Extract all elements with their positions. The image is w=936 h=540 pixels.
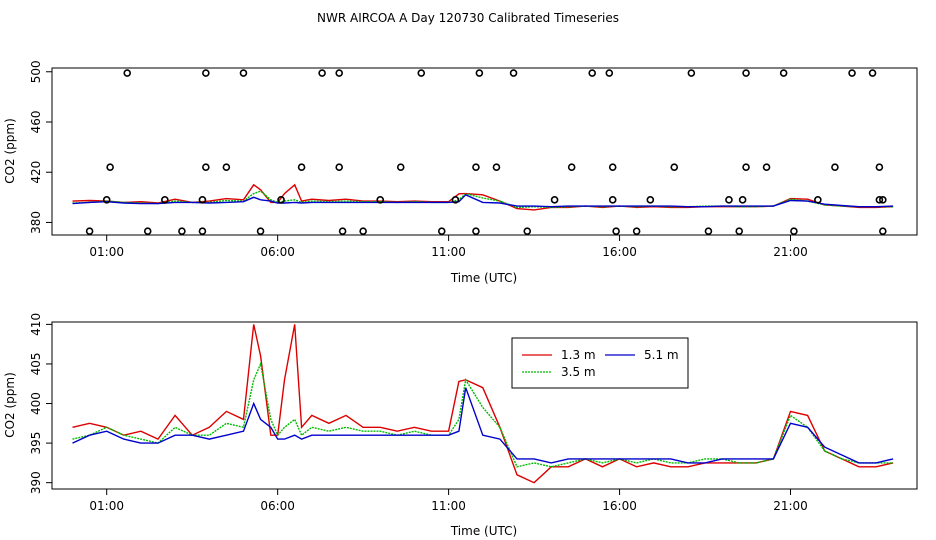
calibration-point bbox=[632, 227, 641, 236]
calibration-point bbox=[875, 196, 884, 204]
bottom-series-line-51m bbox=[72, 387, 894, 464]
bottom-x-tick-label: 06:00 bbox=[260, 499, 295, 513]
bottom-y-tick-label: 410 bbox=[29, 313, 43, 336]
calibration-point bbox=[198, 196, 207, 204]
bottom-x-tick-label: 11:00 bbox=[431, 499, 466, 513]
calibration-point bbox=[735, 227, 744, 236]
calibration-point bbox=[239, 69, 248, 77]
bottom-y-axis-label: CO2 (ppm) bbox=[3, 372, 17, 438]
top-plot-frame bbox=[51, 67, 918, 236]
calibration-point bbox=[868, 69, 877, 77]
calibration-point bbox=[612, 227, 620, 236]
top-y-tick-label: 380 bbox=[29, 211, 43, 234]
bottom-x-tick-label: 01:00 bbox=[89, 499, 124, 513]
calibration-point bbox=[738, 196, 747, 204]
calibration-point bbox=[704, 227, 713, 236]
calibration-point bbox=[161, 196, 169, 204]
calibration-point bbox=[335, 163, 343, 171]
calibration-point bbox=[396, 163, 405, 171]
top-x-tick-label: 11:00 bbox=[431, 245, 466, 259]
calibration-point bbox=[417, 69, 426, 77]
top-series-line-35m bbox=[72, 190, 894, 209]
bottom-x-axis-label: Time (UTC) bbox=[450, 524, 517, 538]
calibration-point bbox=[123, 69, 132, 77]
calibration-point bbox=[725, 196, 733, 204]
calibration-point bbox=[670, 163, 679, 171]
top-x-tick-label: 01:00 bbox=[89, 245, 124, 259]
top-y-axis-label: CO2 (ppm) bbox=[3, 118, 17, 184]
calibration-point bbox=[608, 196, 617, 204]
bottom-y-tick-label: 405 bbox=[29, 352, 43, 375]
top-x-tick-label: 06:00 bbox=[260, 245, 295, 259]
calibration-point bbox=[451, 196, 460, 204]
bottom-plot-frame bbox=[51, 321, 918, 490]
chart-title: NWR AIRCOA A Day 120730 Calibrated Times… bbox=[317, 11, 619, 25]
calibration-point bbox=[509, 69, 518, 77]
calibration-point bbox=[605, 69, 614, 77]
calibration-point bbox=[198, 227, 207, 236]
legend-label-3-5m: 3.5 m bbox=[561, 365, 596, 379]
calibration-point bbox=[376, 196, 385, 204]
calibration-point bbox=[608, 163, 617, 171]
calibration-point bbox=[202, 69, 210, 77]
calibration-point bbox=[550, 196, 559, 204]
legend-label-1-3m: 1.3 m bbox=[561, 348, 596, 362]
legend: 1.3 m 5.1 m 3.5 m bbox=[511, 337, 689, 389]
bottom-y-tick-label: 400 bbox=[29, 392, 43, 415]
calibration-point bbox=[256, 227, 265, 236]
calibration-point bbox=[178, 227, 186, 236]
top-y-tick-label: 500 bbox=[29, 60, 43, 83]
calibration-point bbox=[437, 227, 446, 236]
calibration-point bbox=[848, 69, 856, 77]
calibration-point bbox=[762, 163, 771, 171]
bottom-series-line-35m bbox=[72, 361, 894, 468]
calibration-point bbox=[222, 163, 231, 171]
legend-label-5-1m: 5.1 m bbox=[644, 348, 679, 362]
calibration-point bbox=[297, 163, 306, 171]
calibration-point bbox=[687, 69, 696, 77]
top-x-tick-label: 21:00 bbox=[773, 245, 808, 259]
calibration-point bbox=[85, 227, 94, 236]
calibration-point bbox=[492, 163, 501, 171]
calibration-point bbox=[742, 69, 750, 77]
top-x-tick-label: 16:00 bbox=[602, 245, 637, 259]
calibration-point bbox=[338, 227, 347, 236]
calibration-point bbox=[742, 163, 750, 171]
calibration-point bbox=[646, 196, 655, 204]
calibration-point bbox=[277, 196, 285, 204]
calibration-point bbox=[472, 163, 480, 171]
calibration-point bbox=[475, 69, 484, 77]
calibration-point bbox=[814, 196, 822, 204]
calibration-point bbox=[202, 163, 210, 171]
calibration-point bbox=[523, 227, 532, 236]
top-y-tick-label: 420 bbox=[29, 161, 43, 184]
legend-box bbox=[511, 337, 689, 389]
top-y-tick-label: 460 bbox=[29, 111, 43, 134]
calibration-point bbox=[318, 69, 326, 77]
bottom-x-tick-label: 16:00 bbox=[602, 499, 637, 513]
calibration-point bbox=[779, 69, 788, 77]
top-x-axis-label: Time (UTC) bbox=[450, 271, 517, 285]
calibration-point bbox=[106, 163, 114, 171]
calibration-point bbox=[102, 196, 111, 204]
calibration-point bbox=[588, 69, 596, 77]
top-series-line-51m bbox=[72, 193, 894, 208]
calibration-point bbox=[875, 163, 884, 171]
calibration-point bbox=[143, 227, 152, 236]
top-panel: Time (UTC) CO2 (ppm) 01:00 06:00 11:00 16:0… bbox=[3, 60, 918, 285]
calibration-point bbox=[472, 227, 480, 236]
calibration-point bbox=[359, 227, 367, 236]
bottom-series-line-13m bbox=[72, 324, 894, 484]
bottom-x-tick-label: 21:00 bbox=[773, 499, 808, 513]
calibration-point bbox=[879, 227, 887, 236]
bottom-panel: Time (UTC) CO2 (ppm) 1.3 m 5.1 m 3.5 m 0… bbox=[3, 313, 918, 538]
calibration-point bbox=[879, 196, 887, 204]
calibration-point bbox=[567, 163, 576, 171]
bottom-y-tick-label: 395 bbox=[29, 432, 43, 455]
calibration-point bbox=[790, 227, 798, 236]
bottom-y-tick-label: 390 bbox=[29, 471, 43, 494]
calibration-point bbox=[335, 69, 343, 77]
calibration-point bbox=[831, 163, 839, 171]
